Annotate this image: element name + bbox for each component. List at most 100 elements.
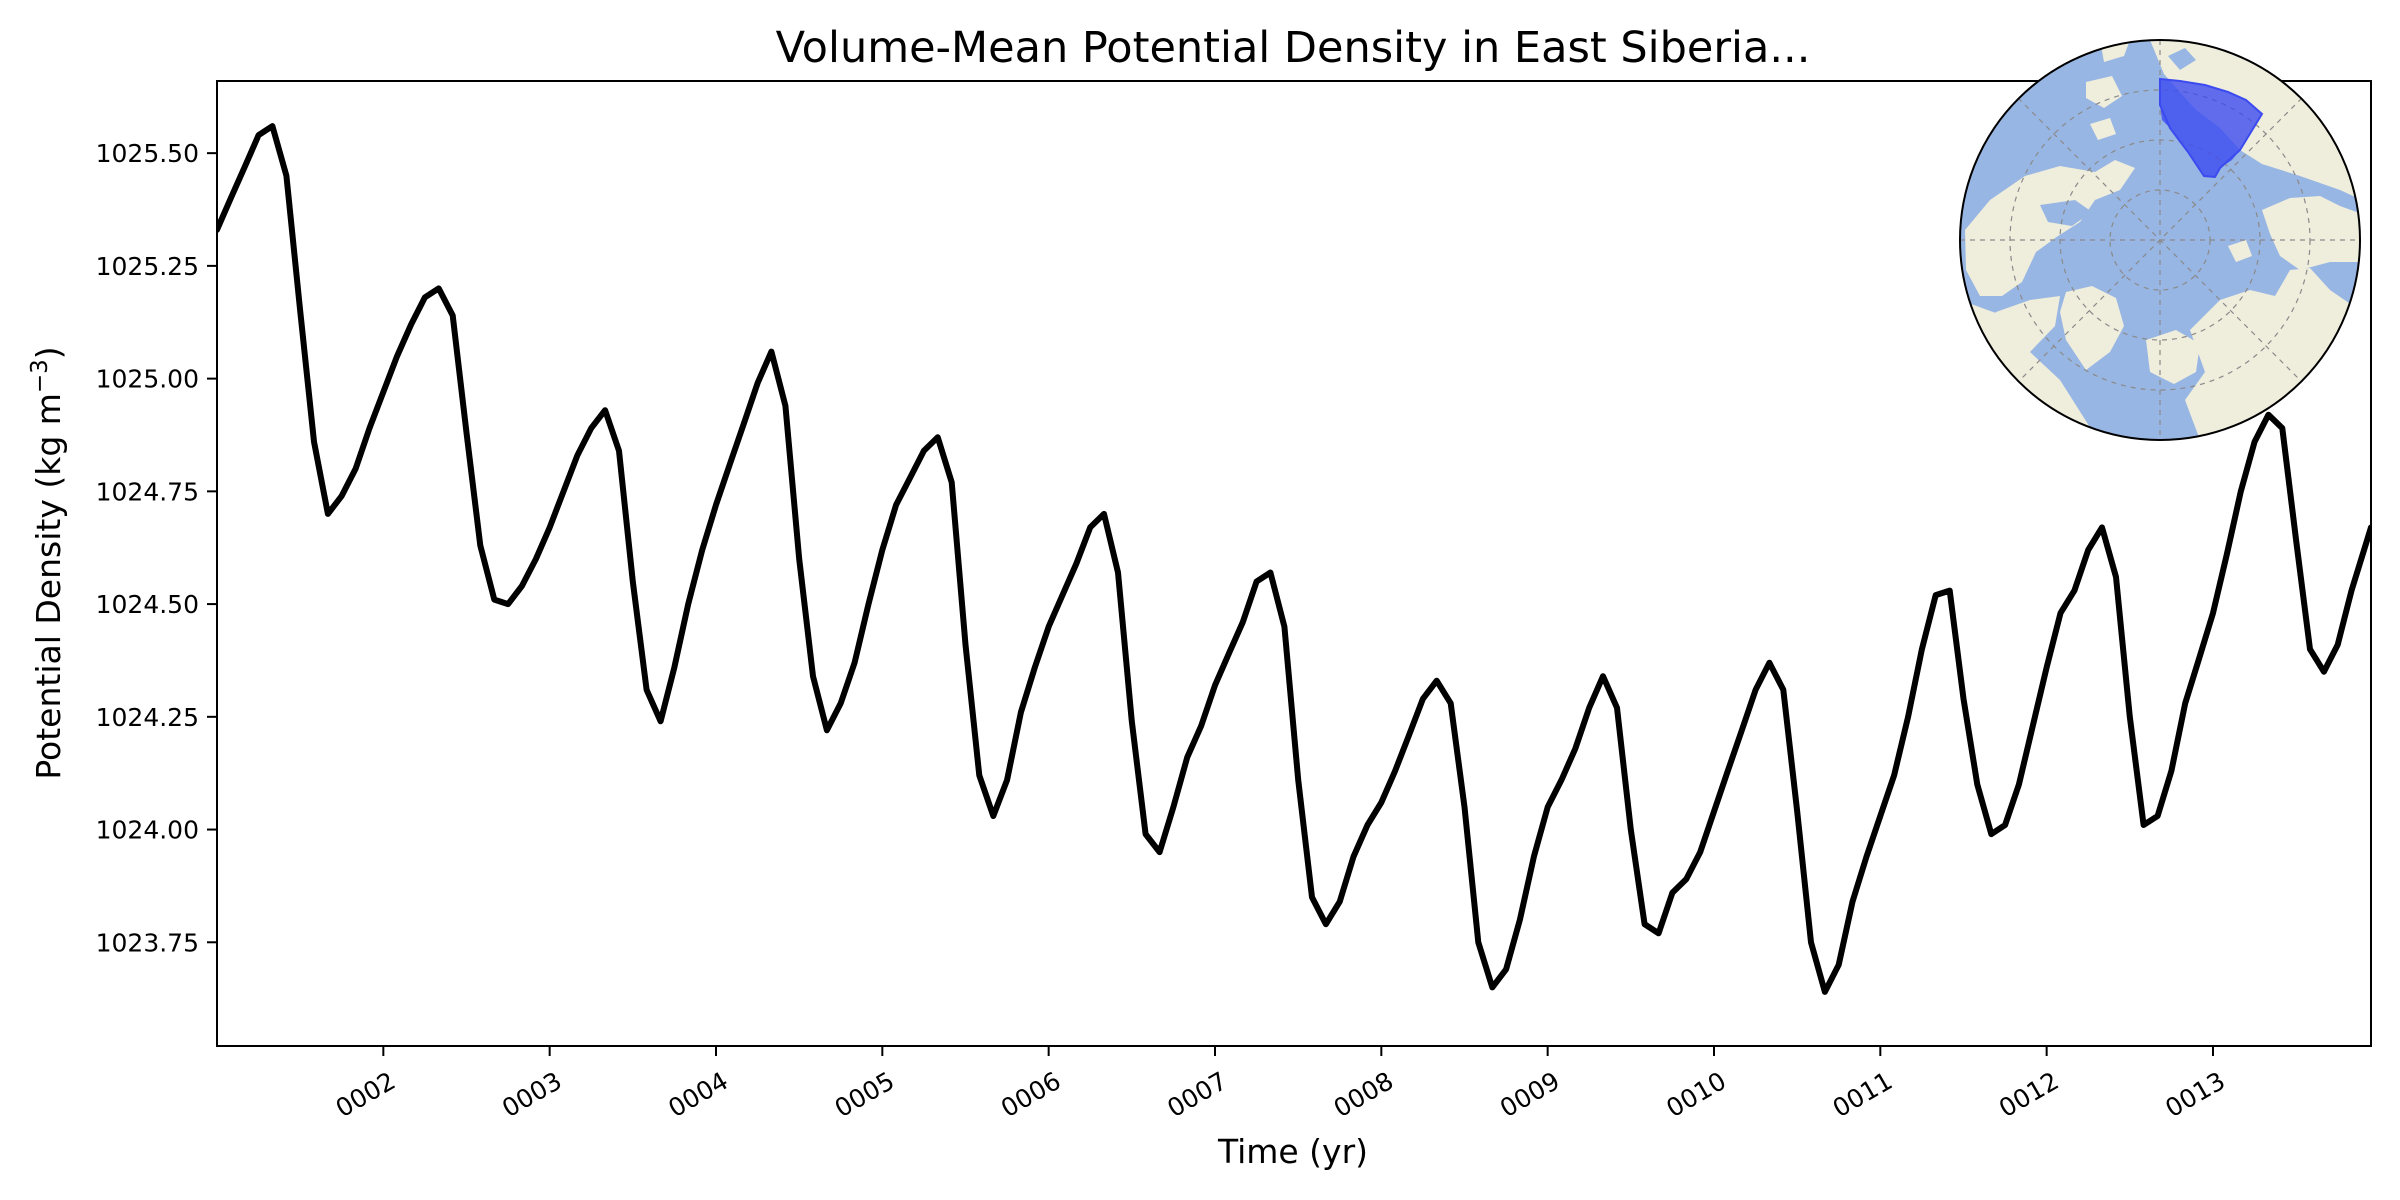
data-point — [2113, 574, 2119, 580]
data-point — [533, 556, 539, 562]
data-point — [1864, 854, 1869, 860]
data-point — [838, 700, 844, 706]
data-point — [1559, 777, 1564, 783]
data-point — [1365, 822, 1370, 828]
data-point — [1254, 579, 1260, 584]
data-point — [1060, 592, 1065, 598]
data-point — [1281, 624, 1287, 630]
data-point — [1642, 921, 1648, 927]
y-axis-label: Potential Density (kg m−3) — [27, 346, 68, 779]
data-point — [893, 502, 899, 508]
data-point — [2168, 768, 2174, 774]
data-point — [1046, 624, 1052, 630]
data-point — [1794, 809, 1800, 814]
data-point — [2238, 488, 2244, 494]
y-tick-label: 1024.00 — [96, 816, 199, 845]
y-tick-label: 1024.50 — [96, 590, 199, 619]
data-point — [907, 475, 913, 481]
data-point — [1434, 678, 1440, 684]
data-point — [1018, 709, 1024, 715]
data-point — [1600, 673, 1606, 679]
data-point — [1711, 809, 1717, 814]
data-point — [1988, 831, 1994, 837]
inset-map-graticule — [1960, 40, 2360, 440]
data-point — [782, 403, 788, 409]
data-point — [464, 430, 469, 436]
data-point — [1739, 727, 1745, 733]
data-point — [477, 543, 483, 548]
data-point — [422, 294, 428, 300]
data-point — [976, 772, 982, 778]
data-point — [394, 353, 400, 359]
data-point — [1087, 524, 1093, 530]
data-point — [727, 461, 733, 467]
y-tick-label: 1025.50 — [96, 139, 199, 168]
data-point — [2224, 552, 2230, 557]
data-point — [2002, 822, 2008, 828]
data-point — [1420, 696, 1426, 702]
data-point — [1378, 800, 1384, 805]
data-point — [1129, 718, 1135, 724]
data-point — [269, 123, 275, 129]
data-point — [1877, 813, 1883, 819]
data-point — [768, 349, 774, 355]
data-point — [1323, 921, 1329, 927]
data-point — [1725, 768, 1731, 774]
data-point — [963, 642, 968, 648]
data-point — [1351, 854, 1356, 860]
data-point — [602, 407, 608, 413]
data-point — [2127, 714, 2133, 720]
data-point — [1836, 962, 1842, 968]
data-point — [408, 322, 414, 327]
data-point — [1780, 687, 1786, 693]
data-point — [297, 308, 303, 314]
data-point — [574, 452, 580, 458]
data-point — [796, 556, 802, 562]
data-point — [990, 813, 996, 819]
data-point — [505, 601, 511, 607]
data-point — [325, 511, 331, 517]
data-point — [1919, 646, 1925, 652]
data-point — [283, 173, 289, 179]
data-point — [1517, 917, 1523, 923]
data-point — [1683, 876, 1689, 882]
data-point — [1697, 849, 1703, 855]
data-point — [2071, 588, 2077, 594]
data-point — [2349, 588, 2354, 594]
data-point — [1448, 700, 1454, 706]
y-tick-label: 1024.25 — [96, 703, 199, 732]
data-point — [1101, 511, 1107, 517]
data-point — [658, 718, 664, 724]
data-point — [1905, 714, 1911, 720]
data-point — [630, 579, 636, 584]
data-point — [1974, 782, 1980, 787]
data-point — [949, 479, 955, 485]
data-point — [713, 502, 719, 508]
data-point — [2099, 524, 2105, 530]
data-point — [1226, 651, 1232, 657]
data-point — [1531, 854, 1537, 860]
data-point — [2293, 538, 2299, 544]
data-point — [2321, 669, 2327, 675]
data-point — [2307, 646, 2313, 652]
data-point — [2085, 547, 2091, 553]
data-point — [852, 660, 858, 666]
data-point — [1073, 561, 1079, 566]
data-point — [879, 547, 885, 553]
data-point — [339, 493, 345, 499]
data-point — [436, 285, 442, 291]
data-point — [1337, 899, 1343, 905]
data-point — [2155, 813, 2161, 819]
y-axis-label-text: Potential Density (kg m — [29, 393, 68, 780]
data-point — [353, 466, 359, 472]
y-axis: 1023.75 1024.00 1024.25 1024.50 1024.75 1025.… — [96, 139, 217, 957]
data-point — [1822, 989, 1828, 995]
data-point — [671, 664, 677, 670]
data-point — [1628, 827, 1634, 833]
data-point — [1586, 705, 1592, 711]
data-point — [1656, 930, 1662, 936]
data-point — [699, 547, 705, 553]
data-point — [2210, 610, 2216, 616]
data-point — [2196, 655, 2202, 661]
